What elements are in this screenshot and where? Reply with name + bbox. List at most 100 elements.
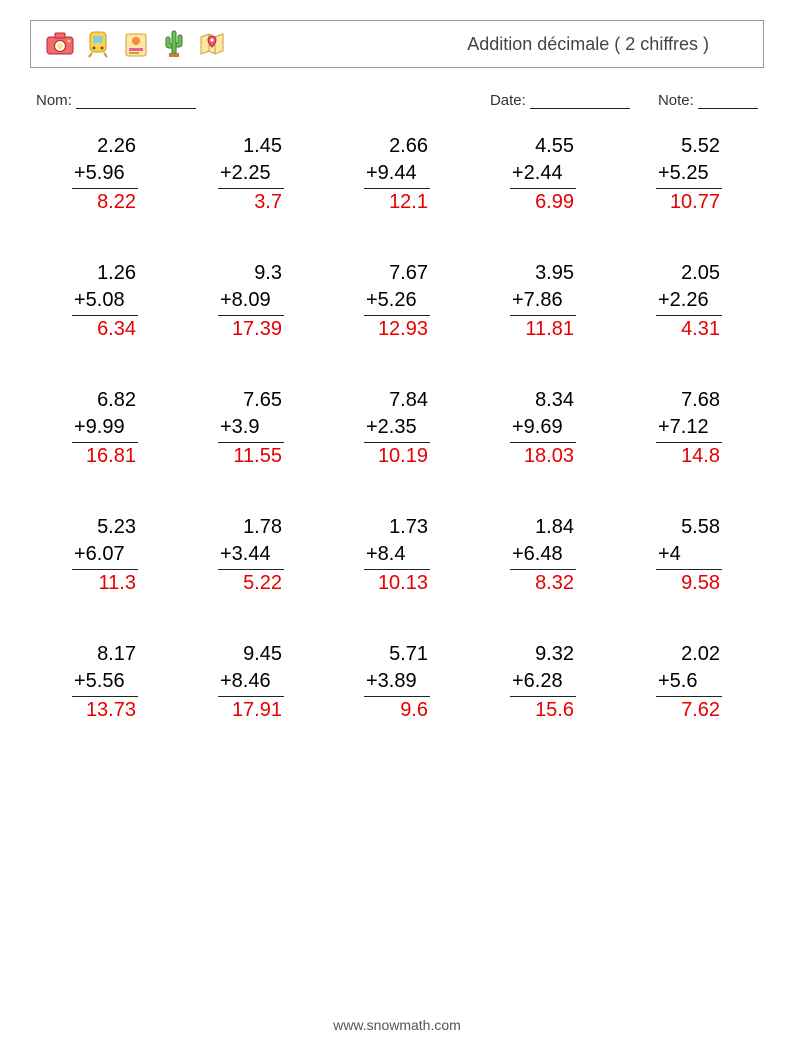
operand-a: 9.32 — [510, 641, 576, 668]
problem-cell: 7.84+2.3510.19 — [324, 387, 470, 470]
operand-b: +2.25 — [218, 160, 284, 189]
operand-a: 1.45 — [218, 133, 284, 160]
name-label: Nom: — [36, 92, 72, 109]
operand-b: +2.44 — [510, 160, 576, 189]
operand-a: 2.02 — [656, 641, 722, 668]
operand-b: +3.44 — [218, 541, 284, 570]
problem-cell: 2.26+5.968.22 — [32, 133, 178, 216]
answer: 14.8 — [656, 443, 722, 470]
problem-cell: 1.84+6.488.32 — [470, 514, 616, 597]
operand-a: 3.95 — [510, 260, 576, 287]
operand-b: +3.89 — [364, 668, 430, 697]
problem-cell: 5.23+6.0711.3 — [32, 514, 178, 597]
operand-b: +5.96 — [72, 160, 138, 189]
operand-b: +7.12 — [656, 414, 722, 443]
answer: 4.31 — [656, 316, 722, 343]
operand-b: +5.25 — [656, 160, 722, 189]
operand-b: +2.35 — [364, 414, 430, 443]
answer: 10.77 — [656, 189, 722, 216]
problem-cell: 5.52+5.2510.77 — [616, 133, 762, 216]
answer: 12.93 — [364, 316, 430, 343]
footer-text: www.snowmath.com — [0, 1017, 794, 1033]
answer: 7.62 — [656, 697, 722, 724]
operand-a: 6.82 — [72, 387, 138, 414]
note-field: Note: — [658, 92, 758, 109]
operand-b: +6.28 — [510, 668, 576, 697]
problem-cell: 2.05+2.264.31 — [616, 260, 762, 343]
operand-b: +5.56 — [72, 668, 138, 697]
operand-a: 4.55 — [510, 133, 576, 160]
problem-cell: 2.66+9.4412.1 — [324, 133, 470, 216]
operand-a: 2.05 — [656, 260, 722, 287]
problem-cell: 8.17+5.5613.73 — [32, 641, 178, 724]
operand-b: +9.44 — [364, 160, 430, 189]
operand-a: 1.78 — [218, 514, 284, 541]
problems-grid: 2.26+5.968.221.45+2.253.72.66+9.4412.14.… — [30, 133, 764, 724]
date-field: Date: — [490, 92, 630, 109]
operand-a: 1.73 — [364, 514, 430, 541]
date-blank — [530, 95, 630, 109]
problem-cell: 5.58+49.58 — [616, 514, 762, 597]
answer: 17.91 — [218, 697, 284, 724]
problem-cell: 1.26+5.086.34 — [32, 260, 178, 343]
operand-a: 5.52 — [656, 133, 722, 160]
problem-cell: 4.55+2.446.99 — [470, 133, 616, 216]
header-icons — [45, 29, 227, 59]
problem-cell: 3.95+7.8611.81 — [470, 260, 616, 343]
name-blank — [76, 95, 196, 109]
problem-cell: 9.3+8.0917.39 — [178, 260, 324, 343]
answer: 5.22 — [218, 570, 284, 597]
operand-b: +2.26 — [656, 287, 722, 316]
operand-a: 2.26 — [72, 133, 138, 160]
operand-b: +5.08 — [72, 287, 138, 316]
problem-cell: 2.02+5.67.62 — [616, 641, 762, 724]
operand-b: +8.46 — [218, 668, 284, 697]
operand-a: 5.58 — [656, 514, 722, 541]
operand-a: 8.17 — [72, 641, 138, 668]
answer: 9.58 — [656, 570, 722, 597]
problem-cell: 9.45+8.4617.91 — [178, 641, 324, 724]
problem-cell: 1.73+8.410.13 — [324, 514, 470, 597]
operand-b: +9.99 — [72, 414, 138, 443]
operand-b: +6.07 — [72, 541, 138, 570]
operand-b: +4 — [656, 541, 722, 570]
operand-b: +8.4 — [364, 541, 430, 570]
operand-a: 2.66 — [364, 133, 430, 160]
answer: 3.7 — [218, 189, 284, 216]
map-pin-icon — [197, 29, 227, 59]
answer: 8.32 — [510, 570, 576, 597]
operand-a: 9.45 — [218, 641, 284, 668]
operand-a: 8.34 — [510, 387, 576, 414]
note-label: Note: — [658, 92, 694, 109]
cactus-icon — [159, 29, 189, 59]
operand-b: +7.86 — [510, 287, 576, 316]
answer: 10.13 — [364, 570, 430, 597]
answer: 8.22 — [72, 189, 138, 216]
answer: 16.81 — [72, 443, 138, 470]
answer: 13.73 — [72, 697, 138, 724]
answer: 9.6 — [364, 697, 430, 724]
operand-a: 7.65 — [218, 387, 284, 414]
name-field: Nom: — [36, 92, 196, 109]
problem-cell: 1.45+2.253.7 — [178, 133, 324, 216]
problem-cell: 7.67+5.2612.93 — [324, 260, 470, 343]
answer: 10.19 — [364, 443, 430, 470]
answer: 18.03 — [510, 443, 576, 470]
problem-cell: 7.65+3.911.55 — [178, 387, 324, 470]
answer: 11.55 — [218, 443, 284, 470]
operand-a: 1.84 — [510, 514, 576, 541]
operand-a: 7.67 — [364, 260, 430, 287]
operand-a: 5.71 — [364, 641, 430, 668]
card-icon — [121, 29, 151, 59]
camera-icon — [45, 29, 75, 59]
answer: 11.3 — [72, 570, 138, 597]
metro-icon — [83, 29, 113, 59]
worksheet-page: Addition décimale ( 2 chiffres ) Nom: Da… — [0, 0, 794, 1053]
header-box: Addition décimale ( 2 chiffres ) — [30, 20, 764, 68]
operand-a: 9.3 — [218, 260, 284, 287]
answer: 15.6 — [510, 697, 576, 724]
answer: 6.34 — [72, 316, 138, 343]
answer: 17.39 — [218, 316, 284, 343]
info-row: Nom: Date: Note: — [30, 92, 764, 133]
operand-b: +5.26 — [364, 287, 430, 316]
